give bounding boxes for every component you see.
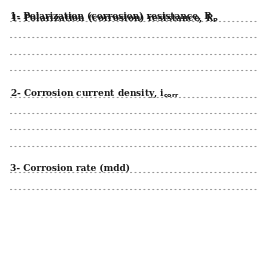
- Text: 3- Corrosion rate (mdd): 3- Corrosion rate (mdd): [10, 163, 130, 172]
- Text: 2- Corrosion current density, i$_\mathbf{corr}$: 2- Corrosion current density, i$_\mathbf…: [10, 88, 180, 100]
- Text: 1- Polarization (corrosion) resistance, R: 1- Polarization (corrosion) resistance, …: [10, 12, 212, 21]
- Text: 1- Polarization (corrosion) resistance, R$_\mathbf{P}$: 1- Polarization (corrosion) resistance, …: [10, 12, 220, 25]
